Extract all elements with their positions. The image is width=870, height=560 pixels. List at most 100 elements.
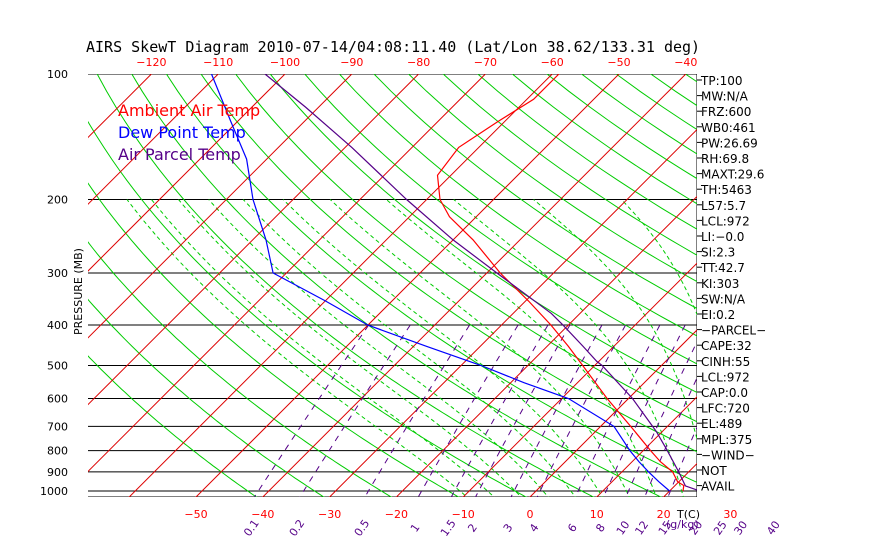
moist-adiabat-line bbox=[453, 199, 684, 497]
isotherm-line bbox=[861, 74, 870, 500]
top-temp-tick-label: −70 bbox=[474, 56, 497, 69]
profile-series bbox=[210, 74, 697, 492]
dry-adiabat-line bbox=[408, 74, 697, 283]
top-temp-tick-label: −100 bbox=[270, 56, 300, 69]
index-label: TP:100 bbox=[700, 74, 743, 88]
mixing-ratio-line bbox=[625, 340, 697, 497]
isotherm-line bbox=[88, 74, 419, 406]
top-temp-tick-label: −40 bbox=[674, 56, 697, 69]
isotherm-line bbox=[794, 74, 870, 500]
mixing-ratio-line bbox=[574, 324, 661, 497]
mixing-ratio-tick-label: 1 bbox=[408, 521, 423, 534]
dry-adiabat-line bbox=[442, 74, 697, 256]
dry-adiabat-line bbox=[339, 74, 697, 337]
dry-adiabat-line bbox=[88, 120, 528, 497]
index-label: RH:69.8 bbox=[701, 152, 749, 166]
moist-adiabat-line bbox=[178, 199, 522, 497]
mixing-ratio-line bbox=[253, 324, 370, 497]
index-label: MPL:375 bbox=[701, 433, 752, 447]
isotherm-line bbox=[262, 74, 687, 497]
bottom-temp-tick-label: −30 bbox=[318, 508, 341, 521]
mixing-ratio-tick-label: 40 bbox=[764, 519, 783, 538]
dry-adiabat-line bbox=[269, 74, 697, 394]
isotherm-line bbox=[88, 74, 353, 339]
mixing-ratio-tick-label: 10 bbox=[614, 519, 633, 538]
pressure-tick-label: 300 bbox=[47, 267, 68, 280]
top-temp-tick-label: −60 bbox=[541, 56, 564, 69]
mixing-ratio-line bbox=[743, 325, 811, 500]
index-label: SI:2.3 bbox=[701, 246, 735, 260]
bottom-temp-tick-label: 30 bbox=[723, 508, 737, 521]
top-temp-tick-label: −80 bbox=[407, 56, 430, 69]
dry-adiabat-line bbox=[304, 74, 697, 365]
bottom-temp-tick-label: 20 bbox=[657, 508, 671, 521]
dry-adiabat-line bbox=[96, 74, 595, 497]
dry-adiabat-line bbox=[88, 182, 460, 497]
mixing-ratio-tick-label: 6 bbox=[565, 521, 580, 534]
y-axis-label: PRESSURE (MB) bbox=[72, 248, 85, 335]
dry-adiabat-line bbox=[373, 74, 697, 310]
parcel-temp-line bbox=[264, 74, 697, 491]
moist-adiabat-line bbox=[126, 199, 468, 497]
legend-parcel: Air Parcel Temp bbox=[118, 145, 241, 164]
pressure-tick-label: 500 bbox=[47, 360, 68, 373]
isotherm-line bbox=[88, 74, 219, 205]
mixing-ratio-tick-label: 0.2 bbox=[287, 517, 308, 539]
mixing-ratio-line bbox=[510, 324, 603, 497]
pressure-tick-label: 200 bbox=[47, 194, 68, 207]
isotherm-line bbox=[529, 329, 697, 497]
mixing-ratio-tick-label: 2 bbox=[465, 521, 480, 534]
pressure-tick-label: 700 bbox=[47, 420, 68, 433]
moist-adiabat-line bbox=[385, 199, 657, 497]
isotherm-line bbox=[195, 74, 620, 497]
index-label: TH:5463 bbox=[700, 183, 752, 197]
bottom-temp-tick-label: 0 bbox=[527, 508, 534, 521]
top-temp-tick-label: −90 bbox=[340, 56, 363, 69]
mixing-ratio-line bbox=[474, 324, 571, 497]
dry-adiabat-line bbox=[88, 241, 393, 497]
index-label: CAPE:32 bbox=[701, 339, 752, 353]
mixing-ratio-line bbox=[364, 324, 470, 497]
moist-adiabat-line bbox=[242, 199, 576, 497]
mixing-ratio-tick-label: 8 bbox=[593, 521, 608, 534]
mixing-ratio-tick-label: 30 bbox=[731, 519, 750, 538]
dry-adiabat-line bbox=[512, 74, 697, 205]
chart-title: AIRS SkewT Diagram 2010-07-14/04:08:11.4… bbox=[86, 38, 700, 56]
legend-ambient: Ambient Air Temp bbox=[118, 101, 260, 120]
index-label: EL:489 bbox=[701, 417, 742, 431]
index-label: LI:−0.0 bbox=[701, 230, 744, 244]
isotherm-line bbox=[88, 74, 286, 272]
dry-adiabat-line bbox=[789, 74, 870, 500]
pressure-tick-label: 600 bbox=[47, 393, 68, 406]
mixing-ratio-lines bbox=[253, 324, 811, 500]
mixing-ratio-line bbox=[644, 376, 697, 497]
mixing-ratio-tick-label: 3 bbox=[501, 521, 516, 534]
moist-adiabat-line bbox=[533, 199, 697, 441]
pressure-tick-label: 800 bbox=[47, 445, 68, 458]
index-label: EI:0.2 bbox=[701, 308, 735, 322]
index-label: AVAIL bbox=[701, 480, 735, 494]
dry-adiabat-line bbox=[235, 74, 697, 423]
bottom-temp-tick-label: −10 bbox=[452, 508, 475, 521]
pressure-tick-label: 100 bbox=[47, 68, 68, 81]
mixing-ratio-line bbox=[450, 324, 549, 497]
index-label: −PARCEL− bbox=[701, 324, 766, 338]
index-label: NOT bbox=[701, 464, 727, 478]
index-label: TT:42.7 bbox=[700, 261, 745, 275]
mixing-ratio-line bbox=[536, 324, 626, 497]
moist-adiabat-line bbox=[329, 199, 630, 497]
bottom-temp-tick-label: −20 bbox=[385, 508, 408, 521]
dry-adiabat-line bbox=[131, 74, 663, 497]
mixing-ratio-tick-label: 25 bbox=[711, 519, 730, 538]
mixing-ratio-line bbox=[602, 324, 686, 497]
top-temp-tick-label: −50 bbox=[607, 56, 630, 69]
dry-adiabat-line bbox=[200, 74, 697, 453]
pressure-tick-label: 1000 bbox=[40, 485, 68, 498]
legend-dewpoint: Dew Point Temp bbox=[118, 123, 246, 142]
index-label: LFC:720 bbox=[701, 402, 750, 416]
top-temp-tick-label: −120 bbox=[136, 56, 166, 69]
ambient-temp-line bbox=[436, 74, 685, 492]
moist-adiabat-line bbox=[208, 199, 549, 497]
